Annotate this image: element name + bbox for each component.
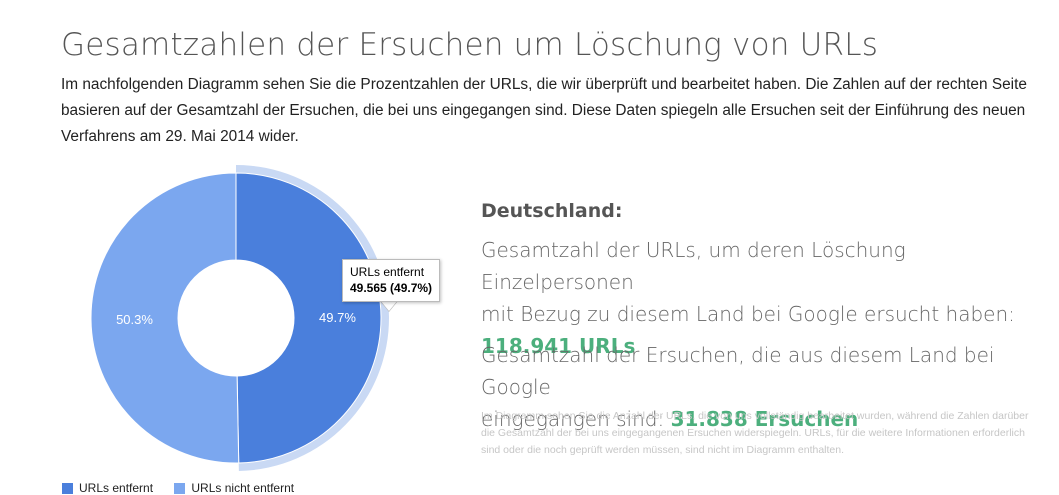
requests-stat-prefix: eingegangen sind: bbox=[481, 407, 671, 431]
slice-urls-removed[interactable] bbox=[235, 172, 382, 464]
country-heading: Deutschland: bbox=[481, 200, 623, 222]
urls-stat: Gesamtzahl der URLs, um deren Löschung E… bbox=[481, 234, 1041, 362]
legend-item-not-removed[interactable]: URLs nicht entfernt bbox=[174, 481, 294, 495]
legend-label-not-removed: URLs nicht entfernt bbox=[191, 481, 295, 495]
donut-chart[interactable]: 49.7% 50.3% bbox=[40, 160, 400, 480]
intro-text: Im nachfolgenden Diagramm sehen Sie die … bbox=[61, 76, 1027, 145]
stats-panel: Deutschland: Gesamtzahl der URLs, um der… bbox=[481, 200, 1041, 456]
urls-stat-line2: mit Bezug zu diesem Land bei Google ersu… bbox=[481, 302, 1015, 326]
legend-item-removed[interactable]: URLs entfernt bbox=[62, 481, 153, 495]
tooltip-value: 49.565 (49.7%) bbox=[350, 281, 433, 295]
legend-label-removed: URLs entfernt bbox=[79, 481, 154, 495]
legend-swatch-removed bbox=[62, 483, 73, 495]
requests-stat: Gesamtzahl der Ersuchen, die aus diesem … bbox=[481, 339, 1041, 435]
chart-tooltip: URLs entfernt 49.565 (49.7%) bbox=[342, 259, 441, 302]
slice-label-urls-removed: 49.7% bbox=[319, 310, 356, 325]
requests-stat-line2: eingegangen sind: 31.838 Ersuchen bbox=[481, 403, 1041, 435]
chart-legend: URLs entfernt URLs nicht entfernt bbox=[62, 481, 312, 495]
tooltip-title: URLs entfernt bbox=[350, 265, 425, 279]
urls-stat-line1: Gesamtzahl der URLs, um deren Löschung E… bbox=[481, 238, 906, 294]
urls-stat-value: 118.941 URLs bbox=[481, 334, 636, 358]
footnote: Im Diagramm sehen Sie die Anzahl der URL… bbox=[481, 410, 1029, 456]
legend-swatch-not-removed bbox=[174, 483, 186, 495]
slice-label-urls-not-removed: 50.3% bbox=[116, 312, 153, 327]
slice-urls-not-removed[interactable] bbox=[90, 172, 240, 464]
tooltip-pointer bbox=[380, 300, 398, 311]
requests-stat-line1: Gesamtzahl der Ersuchen, die aus diesem … bbox=[481, 343, 995, 399]
requests-stat-value: 31.838 Ersuchen bbox=[670, 407, 859, 431]
page-title: Gesamtzahlen der Ersuchen um Löschung vo… bbox=[61, 26, 879, 63]
